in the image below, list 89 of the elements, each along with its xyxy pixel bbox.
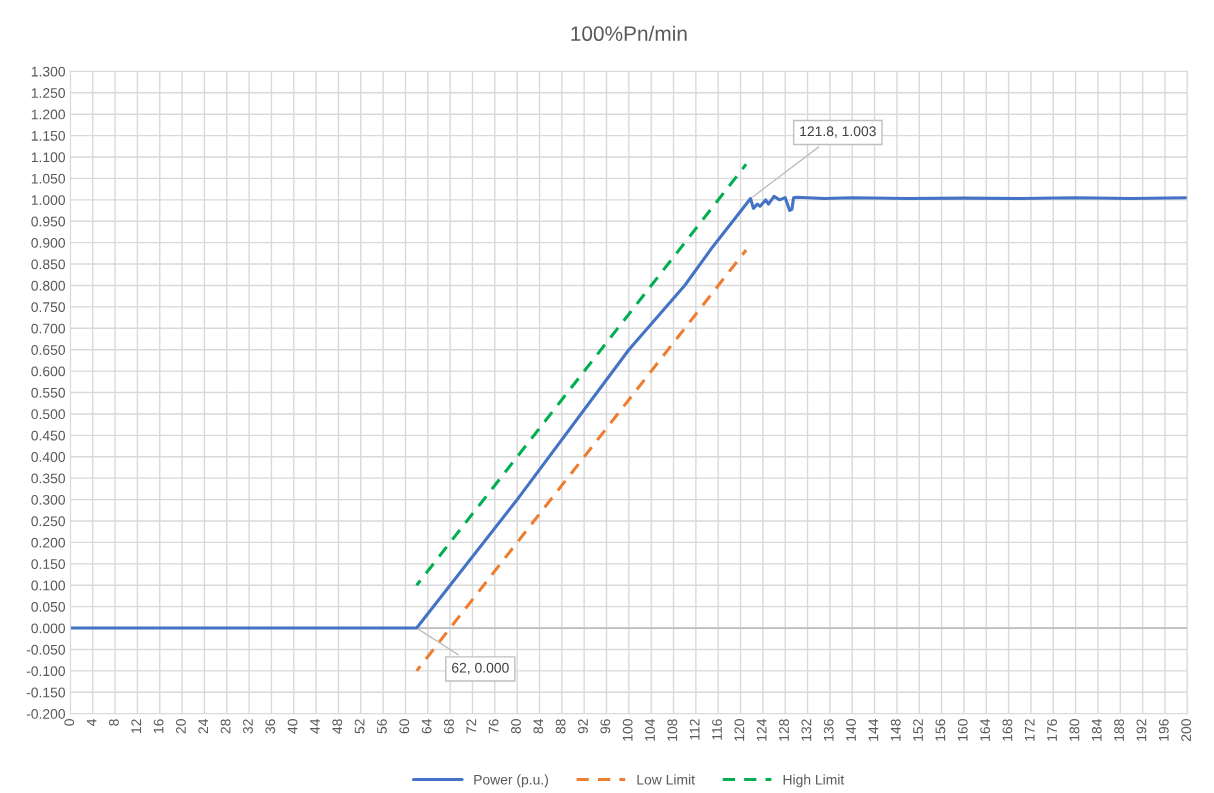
y-tick-label: 1.200 (31, 109, 66, 120)
x-tick-label: 92 (578, 719, 588, 734)
x-tick-label: 188 (1114, 719, 1125, 741)
x-tick-label: 76 (488, 719, 499, 734)
y-tick-label: 0.300 (31, 494, 66, 505)
y-tick-label: 1.300 (31, 66, 66, 77)
x-tick-label: 48 (332, 719, 343, 734)
x-tick-label: 56 (377, 719, 387, 734)
x-tick-label: 104 (645, 718, 655, 741)
x-tick-label: 84 (533, 718, 544, 734)
x-tick-label: 8 (108, 719, 119, 726)
x-tick-label: 88 (555, 719, 566, 734)
x-tick-label: 196 (1158, 719, 1169, 741)
x-tick-label: 192 (1136, 719, 1147, 741)
y-tick-label: 0.100 (31, 580, 66, 591)
x-tick-label: 124 (756, 718, 767, 741)
x-tick-label: 140 (846, 719, 856, 741)
x-tick-label: 144 (868, 718, 879, 741)
x-tick-label: 36 (265, 719, 276, 734)
x-tick-label: 80 (511, 719, 521, 734)
y-tick-label: 1.000 (31, 195, 66, 206)
y-tick-label: 0.400 (31, 452, 66, 462)
y-tick-label: 0.050 (31, 601, 66, 612)
x-tick-label: 172 (1024, 719, 1035, 741)
x-tick-label: 16 (153, 719, 164, 733)
y-tick-label: 0.250 (31, 516, 66, 527)
annotation: 121.8, 1.003 (800, 126, 876, 138)
x-tick-label: 152 (913, 719, 923, 741)
x-tick-label: 176 (1047, 719, 1057, 741)
x-tick-label: 112 (689, 719, 700, 740)
y-tick-label: 0.000 (31, 623, 66, 634)
x-tick-label: 132 (801, 719, 812, 741)
y-tick-label: 0.800 (31, 280, 66, 291)
y-tick-label: -0.150 (26, 687, 66, 698)
x-tick-label: 32 (243, 719, 253, 734)
chart-title: 100%Pn/min (571, 25, 687, 42)
y-tick-label: 0.150 (31, 559, 66, 569)
x-tick-label: 120 (734, 719, 745, 741)
y-tick-label: 0.600 (31, 366, 66, 377)
y-tick-label: -0.050 (26, 644, 66, 655)
y-tick-label: 0.550 (31, 387, 66, 398)
y-tick-label: 1.100 (31, 152, 66, 163)
y-tick-label: 0.700 (31, 323, 66, 334)
x-tick-label: 28 (220, 719, 231, 734)
y-tick-label: 0.750 (31, 302, 66, 313)
x-tick-label: 136 (823, 719, 834, 741)
x-tick-label: 24 (198, 718, 209, 734)
x-tick-label: 180 (1069, 719, 1080, 741)
x-tick-label: 68 (444, 719, 454, 734)
x-tick-label: 0 (64, 719, 75, 726)
annotation: 62, 0.000 (452, 662, 509, 675)
y-tick-label: -0.100 (26, 666, 66, 677)
x-tick-label: 200 (1181, 719, 1192, 742)
x-tick-label: 100 (622, 719, 633, 741)
line-series (70, 194, 1188, 630)
y-tick-label: 1.150 (31, 130, 66, 141)
x-tick-label: 4 (86, 718, 97, 726)
y-tick-label: 0.900 (31, 237, 66, 248)
legend-label: High Limit (783, 774, 845, 788)
x-tick-label: 160 (957, 719, 968, 741)
y-tick-label: 0.450 (31, 430, 66, 441)
x-tick-label: 72 (466, 719, 477, 734)
x-tick-label: 148 (890, 719, 901, 741)
y-tick-label: 0.850 (31, 259, 66, 270)
y-tick-label: 0.950 (31, 216, 66, 227)
x-tick-label: 12 (131, 719, 142, 733)
x-tick-label: 40 (287, 719, 298, 734)
x-tick-label: 164 (980, 718, 990, 741)
x-tick-label: 184 (1091, 718, 1102, 741)
y-tick-label: 0.350 (31, 473, 66, 484)
legend-label: Low Limit (637, 774, 695, 785)
y-tick-label: 1.050 (31, 173, 66, 184)
x-tick-label: 64 (421, 718, 432, 734)
y-tick-label: -0.200 (26, 709, 66, 719)
legend-label: Power (p.u.) (474, 774, 548, 788)
x-tick-label: 96 (600, 719, 611, 734)
x-tick-label: 52 (354, 719, 365, 734)
x-tick-label: 44 (310, 718, 320, 734)
y-tick-label: 1.250 (31, 88, 66, 98)
y-tick-label: 0.500 (31, 409, 66, 420)
x-tick-label: 116 (712, 719, 722, 740)
x-tick-label: 108 (667, 719, 678, 741)
x-tick-label: 168 (1002, 719, 1013, 741)
y-tick-label: 0.200 (31, 537, 66, 548)
x-tick-label: 60 (399, 719, 410, 734)
x-tick-label: 156 (935, 719, 946, 741)
x-tick-label: 20 (175, 719, 186, 734)
x-tick-label: 128 (779, 719, 789, 741)
y-tick-label: 0.650 (31, 345, 66, 355)
